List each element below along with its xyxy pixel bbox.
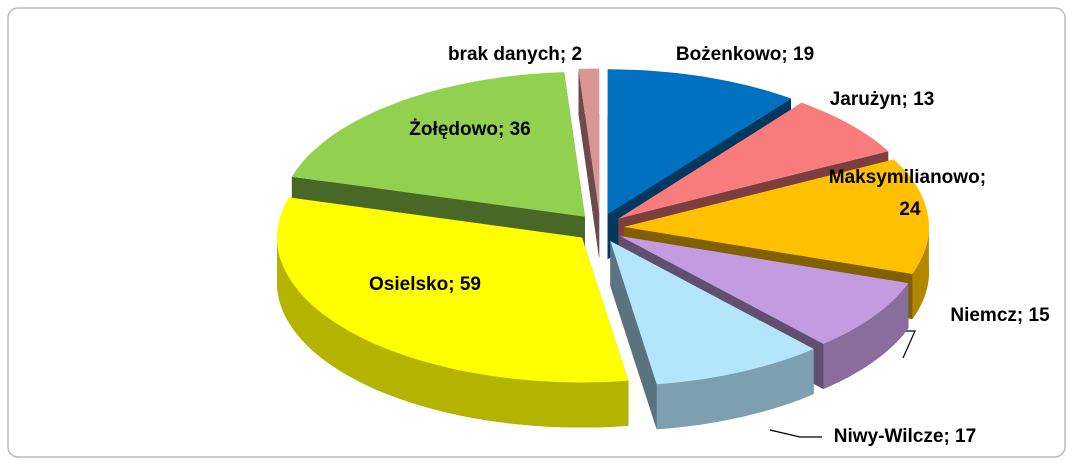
slice-wall xyxy=(610,241,657,430)
label-category: Żołędowo xyxy=(409,119,498,140)
data-label: Jarużyn; 13 xyxy=(830,89,935,110)
slice-top xyxy=(291,72,585,217)
label-separator: ; xyxy=(943,426,955,447)
label-value: 2 xyxy=(571,44,582,65)
data-label: Bożenkowo; 19 xyxy=(676,44,814,65)
label-category: Niwy-Wilcze xyxy=(834,426,944,447)
slice-top xyxy=(610,241,814,385)
label-separator: ; xyxy=(498,119,510,140)
data-label: Maksymilianowo; 24 xyxy=(829,167,992,220)
label-category: Osielsko xyxy=(369,274,448,295)
slice-side xyxy=(277,237,629,428)
data-label: Żołędowo; 36 xyxy=(409,119,530,140)
label-separator: ; xyxy=(560,44,572,65)
slice-top xyxy=(618,102,889,219)
label-value: 24 xyxy=(899,199,921,220)
slice-top xyxy=(277,197,629,383)
slice xyxy=(610,241,814,430)
label-category: Niemcz xyxy=(950,305,1017,326)
data-label: Niemcz; 15 xyxy=(950,305,1050,326)
label-separator: ; xyxy=(781,44,793,65)
label-value: 36 xyxy=(510,119,531,140)
label-value: 59 xyxy=(460,274,481,295)
label-category: brak danych xyxy=(448,44,560,65)
slice-top xyxy=(578,68,600,214)
slice-top xyxy=(623,159,929,274)
slice-side xyxy=(823,283,909,389)
slice xyxy=(578,68,600,259)
slice-top xyxy=(607,69,791,215)
slice-side xyxy=(912,226,929,319)
label-separator: ; xyxy=(1017,305,1029,326)
label-category: Bożenkowo xyxy=(676,44,782,65)
leader-line xyxy=(769,429,822,438)
label-category: Maksymilianowo xyxy=(829,167,980,188)
slice-side xyxy=(656,349,814,430)
label-separator: ; xyxy=(980,167,992,188)
label-value: 19 xyxy=(793,44,814,65)
label-category: Jarużyn xyxy=(830,89,902,110)
data-label: Niwy-Wilcze; 17 xyxy=(834,426,976,447)
label-separator: ; xyxy=(448,274,460,295)
data-label: brak danych; 2 xyxy=(448,44,582,65)
label-value: 13 xyxy=(913,89,934,110)
slice-wall xyxy=(578,68,600,259)
data-label: Osielsko; 59 xyxy=(369,274,481,295)
label-value: 17 xyxy=(955,426,976,447)
slice xyxy=(277,197,629,428)
slice-top xyxy=(620,236,909,344)
label-value: 15 xyxy=(1029,305,1051,326)
label-separator: ; xyxy=(902,89,914,110)
